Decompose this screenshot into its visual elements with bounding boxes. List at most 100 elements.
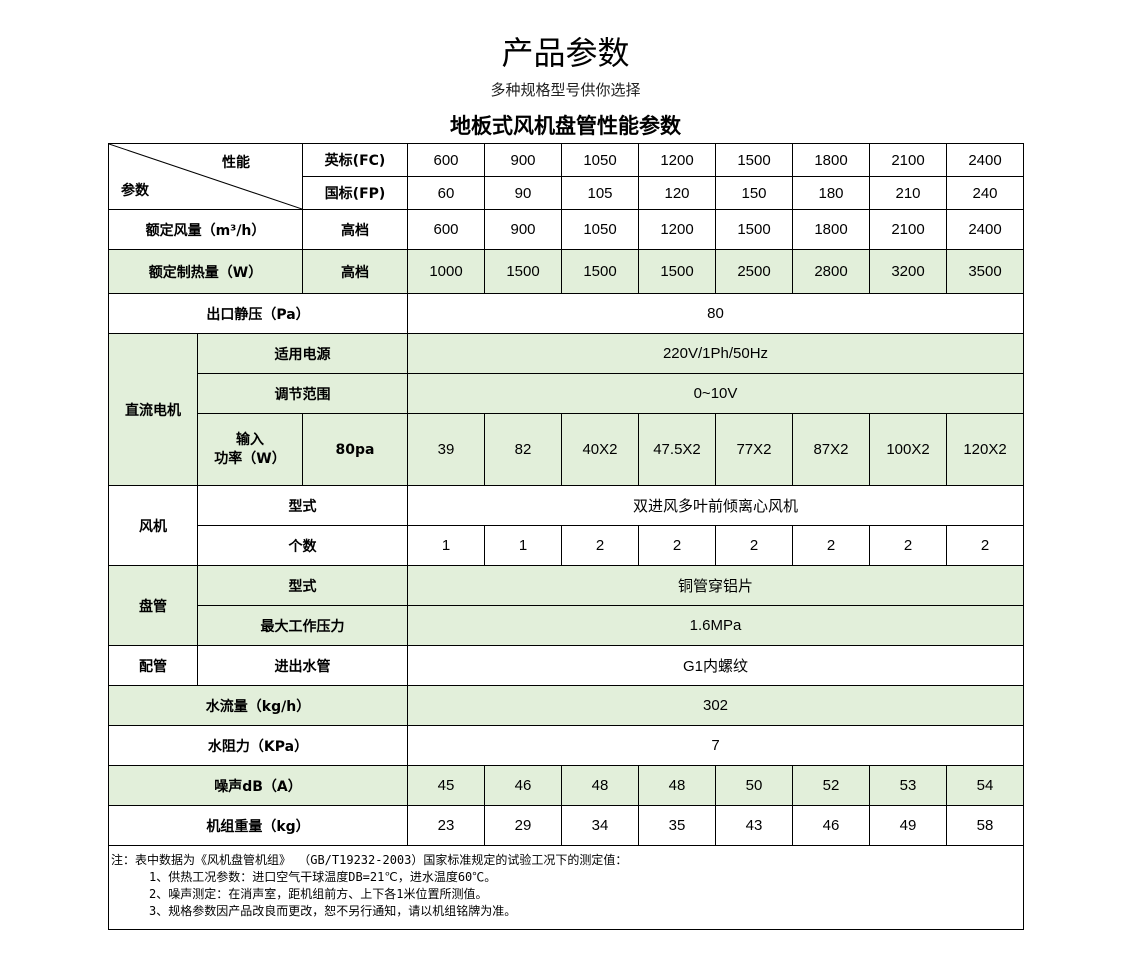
fan-count-value: 2 (869, 525, 947, 566)
page-title: 产品参数 (501, 34, 630, 72)
weight-value: 46 (792, 805, 870, 846)
table-title: 地板式风机盘管性能参数 (450, 114, 681, 138)
heating-value: 2800 (792, 249, 870, 294)
noise-value: 50 (715, 765, 793, 806)
weight-value: 34 (561, 805, 639, 846)
fp-value: 210 (869, 176, 947, 210)
table-row: 直流电机 适用电源 220V/1Ph/50Hz (108, 333, 1024, 486)
fan-count-value: 2 (561, 525, 639, 566)
param-label: 参数 (121, 183, 149, 199)
input-power-value: 82 (484, 413, 562, 486)
fc-value: 600 (407, 143, 485, 177)
fp-value: 240 (946, 176, 1024, 210)
table-row: 配管 进出水管 G1内螺纹 (108, 645, 1024, 686)
airflow-value: 1500 (715, 209, 793, 250)
fp-value: 105 (561, 176, 639, 210)
fan-label: 风机 (108, 485, 198, 566)
heating-value: 1500 (484, 249, 562, 294)
weight-label: 机组重量（kg） (108, 805, 408, 846)
coil-label: 盘管 (108, 565, 198, 646)
power-label: 适用电源 (197, 333, 408, 374)
note-line: 3、规格参数因产品改良而更改，恕不另行通知，请以机组铭牌为准。 (149, 904, 517, 918)
perf-label: 性能 (222, 155, 250, 171)
weight-value: 35 (638, 805, 716, 846)
spec-table: 性能 参数 英标(FC) 600 900 1050 1200 1500 1800 2100 2… (108, 143, 1024, 930)
motor-label: 直流电机 (108, 333, 198, 486)
heating-value: 3200 (869, 249, 947, 294)
pipe-io-label: 进出水管 (197, 645, 408, 686)
heating-value: 1500 (561, 249, 639, 294)
fc-label: 英标(FC) (302, 143, 408, 177)
noise-value: 48 (638, 765, 716, 806)
airflow-value: 900 (484, 209, 562, 250)
fan-type-label: 型式 (197, 485, 408, 526)
pipe-label: 配管 (108, 645, 198, 686)
fc-value: 1050 (561, 143, 639, 177)
table-row: 额定风量（m³/h） 高档 600 900 1050 1200 1500 1800 2100… (108, 209, 1024, 250)
fp-value: 60 (407, 176, 485, 210)
fp-value: 150 (715, 176, 793, 210)
noise-label: 噪声dB（A） (108, 765, 408, 806)
airflow-value: 1050 (561, 209, 639, 250)
fan-count-value: 2 (638, 525, 716, 566)
fc-value: 2100 (869, 143, 947, 177)
range-value: 0~10V (407, 373, 1024, 414)
max-pressure-value: 1.6MPa (407, 605, 1024, 646)
fp-value: 180 (792, 176, 870, 210)
airflow-value: 600 (407, 209, 485, 250)
weight-value: 43 (715, 805, 793, 846)
input-power-value: 100X2 (869, 413, 947, 486)
fan-count-value: 2 (792, 525, 870, 566)
airflow-mode: 高档 (302, 209, 408, 250)
coil-type-label: 型式 (197, 565, 408, 606)
noise-value: 53 (869, 765, 947, 806)
power-value: 220V/1Ph/50Hz (407, 333, 1024, 374)
airflow-value: 2400 (946, 209, 1024, 250)
input-power-value: 40X2 (561, 413, 639, 486)
input-power-value: 47.5X2 (638, 413, 716, 486)
table-row: 出口静压（Pa） 80 (108, 293, 1024, 334)
noise-value: 54 (946, 765, 1024, 806)
input-condition: 80pa (302, 413, 408, 486)
fp-value: 120 (638, 176, 716, 210)
diagonal-header-cell: 性能 参数 (108, 143, 303, 210)
heating-value: 1000 (407, 249, 485, 294)
heating-mode: 高档 (302, 249, 408, 294)
table-row: 性能 参数 英标(FC) 600 900 1050 1200 1500 1800 2100 2… (108, 143, 1024, 210)
fan-count-value: 2 (946, 525, 1024, 566)
airflow-value: 2100 (869, 209, 947, 250)
waterflow-value: 302 (407, 685, 1024, 726)
weight-value: 23 (407, 805, 485, 846)
input-power-value: 120X2 (946, 413, 1024, 486)
waterflow-label: 水流量（kg/h） (108, 685, 408, 726)
table-row: 输入 功率（W） 80pa 39 82 40X2 47.5X2 77X2 87X2 100X… (109, 413, 1024, 486)
resistance-label: 水阻力（KPa） (108, 725, 408, 766)
table-row: 注：表中数据为《风机盘管机组》 （GB/T19232-2003）国家标准规定的试… (108, 845, 1024, 930)
fan-count-label: 个数 (197, 525, 408, 566)
fan-count-value: 1 (484, 525, 562, 566)
fan-type-value: 双进风多叶前倾离心风机 (407, 485, 1024, 526)
resistance-value: 7 (407, 725, 1024, 766)
table-row: 额定制热量（W） 高档 1000 1500 1500 1500 2500 2800 3200… (108, 249, 1024, 294)
noise-value: 46 (484, 765, 562, 806)
input-power-value: 39 (407, 413, 485, 486)
input-power-value: 87X2 (792, 413, 870, 486)
noise-value: 52 (792, 765, 870, 806)
notes-cell: 注：表中数据为《风机盘管机组》 （GB/T19232-2003）国家标准规定的试… (108, 845, 1024, 930)
heating-label: 额定制热量（W） (108, 249, 303, 294)
max-pressure-label: 最大工作压力 (197, 605, 408, 646)
table-row: 噪声dB（A） 45 46 48 48 50 52 53 54 (108, 765, 1024, 806)
table-row: 盘管 型式 铜管穿铝片 (108, 565, 1024, 646)
airflow-label: 额定风量（m³/h） (108, 209, 303, 250)
table-row: 水阻力（KPa） 7 (108, 725, 1024, 766)
input-power-label: 输入 功率（W） (197, 413, 303, 486)
fc-value: 1800 (792, 143, 870, 177)
weight-value: 49 (869, 805, 947, 846)
fp-label: 国标(FP) (302, 176, 408, 210)
fan-count-value: 2 (715, 525, 793, 566)
heating-value: 2500 (715, 249, 793, 294)
airflow-value: 1800 (792, 209, 870, 250)
note-line: 注：表中数据为《风机盘管机组》 （GB/T19232-2003）国家标准规定的试… (111, 853, 628, 867)
table-row: 机组重量（kg） 23 29 34 35 43 46 49 58 (108, 805, 1024, 846)
